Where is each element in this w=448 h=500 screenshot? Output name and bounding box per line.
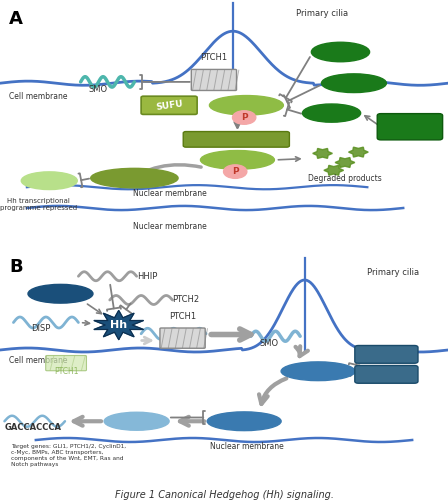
Text: B: B bbox=[9, 258, 22, 276]
Text: Cell membrane: Cell membrane bbox=[9, 356, 68, 365]
Circle shape bbox=[233, 111, 256, 124]
Text: DISP: DISP bbox=[30, 324, 50, 333]
Polygon shape bbox=[324, 166, 344, 175]
Text: GLI2/3: GLI2/3 bbox=[301, 366, 336, 376]
Ellipse shape bbox=[302, 104, 361, 122]
Text: Primary cilia: Primary cilia bbox=[367, 268, 419, 277]
Ellipse shape bbox=[22, 172, 78, 190]
Text: SMO: SMO bbox=[89, 86, 108, 94]
Text: GLI2/3R: GLI2/3R bbox=[113, 173, 155, 183]
Ellipse shape bbox=[322, 74, 387, 92]
Text: HHIP: HHIP bbox=[137, 272, 157, 281]
Text: PTCH2: PTCH2 bbox=[172, 295, 200, 304]
Text: GSK-3β: GSK-3β bbox=[336, 78, 372, 88]
Text: GLI1: GLI1 bbox=[37, 176, 61, 186]
Text: GLI2A: GLI2A bbox=[228, 416, 260, 426]
Text: SMO: SMO bbox=[259, 338, 278, 347]
Text: Target genes: GLI1, PTCH1/2, CyclinD1,
c-Myc, BMPs, ABC transporters,
components: Target genes: GLI1, PTCH1/2, CyclinD1, c… bbox=[11, 444, 126, 468]
Polygon shape bbox=[313, 148, 332, 158]
Polygon shape bbox=[349, 147, 368, 157]
FancyBboxPatch shape bbox=[46, 356, 86, 371]
Text: KIF 7: KIF 7 bbox=[373, 350, 401, 360]
Text: Cell membrane: Cell membrane bbox=[9, 92, 68, 102]
Text: Nuclear membrane: Nuclear membrane bbox=[134, 190, 207, 198]
Text: CK1: CK1 bbox=[330, 47, 351, 57]
Ellipse shape bbox=[207, 412, 281, 430]
Text: Nuclear membrane: Nuclear membrane bbox=[134, 222, 207, 231]
Text: $^{β-TRCP}$: $^{β-TRCP}$ bbox=[228, 135, 250, 142]
Text: GACCACCCA: GACCACCCA bbox=[5, 424, 62, 432]
FancyBboxPatch shape bbox=[183, 132, 289, 147]
Polygon shape bbox=[335, 158, 355, 168]
Text: PKA: PKA bbox=[320, 108, 343, 118]
Ellipse shape bbox=[210, 96, 284, 115]
Ellipse shape bbox=[311, 42, 370, 62]
Ellipse shape bbox=[201, 150, 275, 170]
Circle shape bbox=[224, 165, 247, 178]
FancyBboxPatch shape bbox=[160, 328, 205, 348]
Ellipse shape bbox=[104, 412, 169, 430]
Text: PTCH1: PTCH1 bbox=[54, 367, 78, 376]
FancyBboxPatch shape bbox=[191, 70, 237, 90]
Text: Degraded products: Degraded products bbox=[308, 174, 382, 182]
Ellipse shape bbox=[28, 284, 93, 303]
Text: PTCH1: PTCH1 bbox=[169, 312, 196, 322]
FancyBboxPatch shape bbox=[355, 346, 418, 363]
Text: P: P bbox=[232, 167, 238, 176]
Text: Primary cilia: Primary cilia bbox=[296, 8, 348, 18]
Text: GLI1: GLI1 bbox=[125, 416, 149, 426]
Text: P: P bbox=[241, 113, 247, 122]
Polygon shape bbox=[94, 310, 143, 340]
Text: PTCH1: PTCH1 bbox=[200, 54, 228, 62]
Text: STK 36: STK 36 bbox=[367, 370, 406, 380]
Text: HHAT: HHAT bbox=[46, 289, 75, 298]
Text: SCF: SCF bbox=[199, 134, 220, 144]
Text: Nuclear membrane: Nuclear membrane bbox=[210, 442, 283, 451]
FancyBboxPatch shape bbox=[355, 366, 418, 383]
Text: Figure 1 Canonical Hedgehog (Hh) signaling.: Figure 1 Canonical Hedgehog (Hh) signali… bbox=[115, 490, 333, 500]
Text: Hh transcriptional
programme repressed: Hh transcriptional programme repressed bbox=[0, 198, 77, 211]
Ellipse shape bbox=[281, 362, 355, 380]
Text: Hh: Hh bbox=[110, 320, 127, 330]
Text: GLI2/3: GLI2/3 bbox=[220, 155, 255, 165]
Text: GLI2/3: GLI2/3 bbox=[229, 100, 264, 110]
Ellipse shape bbox=[90, 168, 178, 188]
Text: A: A bbox=[9, 10, 23, 29]
FancyBboxPatch shape bbox=[377, 114, 443, 140]
FancyBboxPatch shape bbox=[141, 96, 197, 114]
Text: SUFU: SUFU bbox=[155, 99, 184, 112]
Text: PI3K
pathway: PI3K pathway bbox=[390, 117, 430, 136]
